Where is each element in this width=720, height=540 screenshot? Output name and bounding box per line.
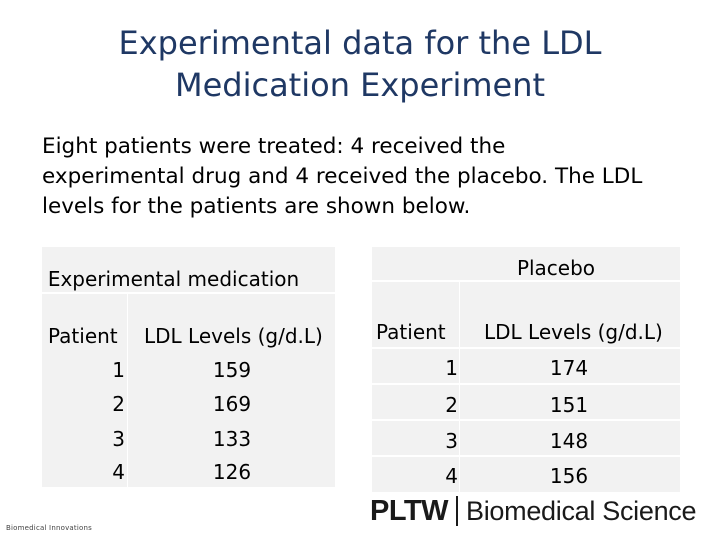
intro-line-2: experimental drug and 4 received the pla…: [42, 164, 643, 189]
ldl-value: 156: [549, 464, 589, 488]
pltw-logo-mark: PLTW: [370, 495, 449, 527]
table-divider: [372, 455, 680, 457]
patient-number: 1: [445, 356, 458, 380]
patient-number: 4: [445, 464, 458, 488]
patient-number: 1: [112, 358, 125, 382]
table-divider: [372, 280, 680, 282]
ldl-value: 169: [212, 392, 252, 416]
patient-number: 4: [112, 460, 125, 484]
experimental-col-ldl: LDL Levels (g/d.L): [144, 324, 323, 348]
title-line-2: Medication Experiment: [174, 66, 546, 104]
table-divider: [372, 347, 680, 349]
intro-line-1: Eight patients were treated: 4 received …: [42, 134, 506, 159]
placebo-col-ldl: LDL Levels (g/d.L): [484, 320, 663, 344]
ldl-value: 159: [212, 358, 252, 382]
ldl-value: 174: [549, 356, 589, 380]
ldl-value: 133: [212, 427, 252, 451]
placebo-col-patient: Patient: [376, 320, 446, 344]
pltw-logo: PLTW Biomedical Science: [370, 494, 715, 528]
experimental-table: Experimental medication Patient LDL Leve…: [42, 247, 335, 487]
placebo-heading: Placebo: [516, 256, 596, 280]
intro-line-3: levels for the patients are shown below.: [42, 194, 471, 219]
pltw-logo-text: Biomedical Science: [466, 496, 697, 526]
patient-number: 3: [445, 429, 458, 453]
experimental-col-patient: Patient: [48, 324, 118, 348]
logo-separator: [456, 496, 458, 526]
slide-title: Experimental data for the LDL Medication…: [0, 22, 720, 106]
column-divider: [127, 294, 128, 487]
patient-number: 2: [112, 392, 125, 416]
patient-number: 3: [112, 427, 125, 451]
footer-caption: Biomedical Innovations: [6, 524, 92, 532]
ldl-value: 148: [549, 429, 589, 453]
placebo-table: Placebo Patient LDL Levels (g/d.L) 1 174…: [372, 247, 680, 492]
table-divider: [42, 292, 335, 294]
title-line-1: Experimental data for the LDL: [118, 24, 602, 62]
column-divider: [459, 282, 460, 492]
patient-number: 2: [445, 393, 458, 417]
intro-paragraph: Eight patients were treated: 4 received …: [42, 132, 692, 222]
table-divider: [372, 419, 680, 421]
experimental-heading: Experimental medication: [47, 267, 300, 291]
table-divider: [372, 383, 680, 385]
ldl-value: 151: [549, 393, 589, 417]
ldl-value: 126: [212, 460, 252, 484]
